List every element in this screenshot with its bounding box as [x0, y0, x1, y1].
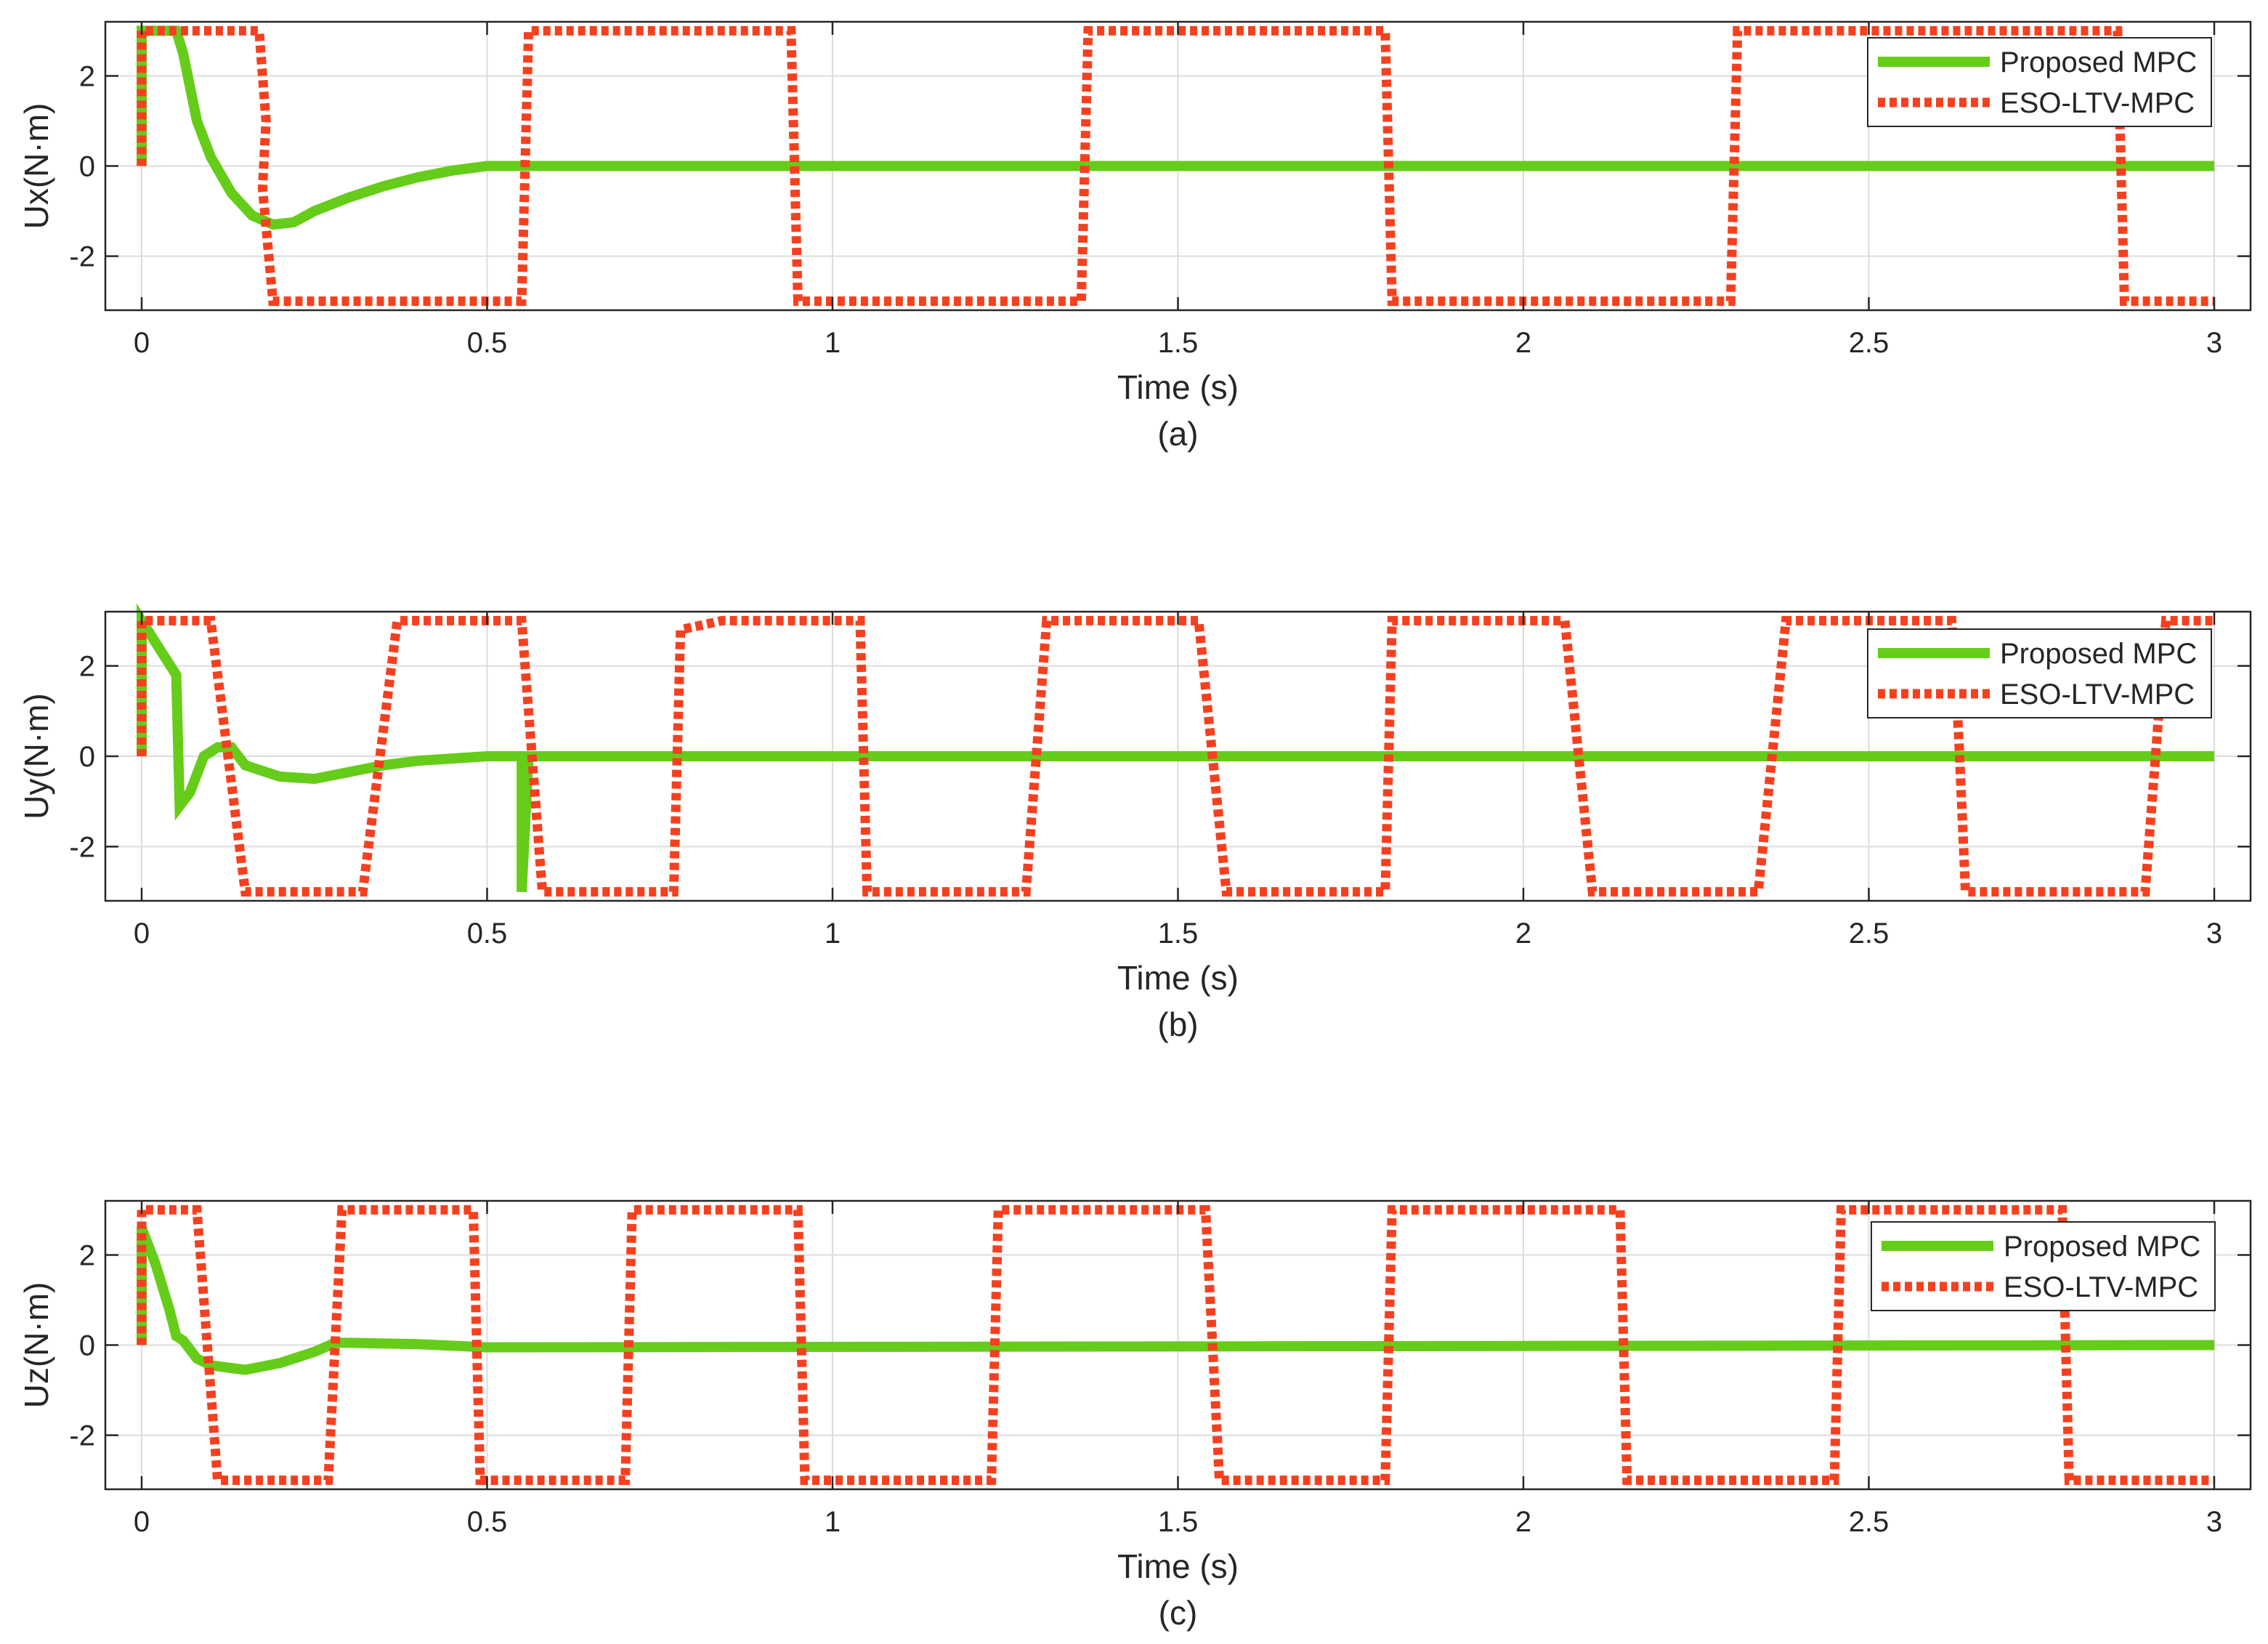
x-tick-label: 1	[825, 918, 841, 949]
series-line-eso-ltv-mpc	[137, 25, 2214, 307]
x-tick-label: 0.5	[467, 327, 508, 359]
y-tick-label: 0	[79, 741, 95, 773]
y-axis-label: Ux(N·m)	[17, 103, 55, 230]
x-tick-label: 2.5	[1849, 327, 1890, 359]
x-tick-label: 2	[1515, 918, 1531, 949]
chart-panel-1: 0 0.5 1 1.5 2 2.5 3 2 0 -2 Time (s) Ux(N·m) (a) Propo…	[17, 20, 2252, 453]
y-axis-label: Uy(N·m)	[17, 693, 55, 819]
chart-panel-3: 0 0.5 1 1.5 2 2.5 3 2 0 -2 Time (s) Uz(N·m) (c) Propo…	[17, 1199, 2252, 1632]
legend-box	[1871, 1221, 2216, 1311]
x-tick-label: 2.5	[1849, 1506, 1890, 1538]
x-tick-label: 0.5	[467, 1506, 508, 1538]
x-tick-label: 1.5	[1158, 918, 1199, 949]
legend-label: ESO-LTV-MPC	[2000, 679, 2195, 710]
legend: Proposed MPC ESO-LTV-MPC	[1871, 1221, 2216, 1311]
series-line-proposed-mpc	[137, 1226, 2215, 1375]
x-tick-label: 2.5	[1849, 918, 1890, 949]
panel-caption: (a)	[1157, 415, 1198, 453]
chart-panel-2: 0 0.5 1 1.5 2 2.5 3 2 0 -2 Time (s) Uy(N·m) (b) Propo…	[17, 603, 2252, 1043]
series-line-proposed-mpc	[137, 25, 2214, 230]
y-tick-label: 2	[79, 651, 95, 683]
x-tick-label: 0	[134, 918, 150, 949]
x-tick-label: 3	[2206, 918, 2222, 949]
legend: Proposed MPC ESO-LTV-MPC	[1867, 628, 2212, 718]
legend: Proposed MPC ESO-LTV-MPC	[1867, 37, 2212, 127]
legend-label: Proposed MPC	[2000, 46, 2197, 78]
y-tick-label: -2	[69, 1420, 95, 1452]
x-tick-label: 1	[825, 1506, 841, 1538]
panel-caption: (c)	[1159, 1594, 1198, 1632]
x-axis-label: Time (s)	[1117, 1547, 1239, 1585]
x-tick-label: 1	[825, 327, 841, 359]
x-tick-label: 0.5	[467, 918, 508, 949]
y-tick-label: -2	[69, 241, 95, 273]
legend-label: ESO-LTV-MPC	[2000, 87, 2195, 119]
series-line-eso-ltv-mpc	[137, 1204, 2214, 1486]
y-tick-label: 0	[79, 1330, 95, 1362]
legend-label: Proposed MPC	[2004, 1231, 2200, 1263]
x-tick-label: 3	[2206, 1506, 2222, 1538]
y-axis-label: Uz(N·m)	[17, 1282, 55, 1409]
panel-caption: (b)	[1157, 1005, 1198, 1043]
x-tick-label: 2	[1515, 327, 1531, 359]
legend-label: Proposed MPC	[2000, 638, 2197, 670]
legend-box	[1867, 628, 2212, 718]
x-axis-label: Time (s)	[1117, 368, 1239, 406]
x-tick-label: 0	[134, 1506, 150, 1538]
legend-box	[1867, 37, 2212, 127]
y-tick-label: 0	[79, 151, 95, 183]
y-tick-label: -2	[69, 831, 95, 863]
x-tick-label: 0	[134, 327, 150, 359]
x-tick-label: 1.5	[1158, 327, 1199, 359]
series-line-proposed-mpc	[137, 603, 2214, 892]
y-tick-label: 2	[79, 60, 95, 92]
y-tick-label: 2	[79, 1239, 95, 1271]
x-axis-label: Time (s)	[1117, 959, 1239, 997]
legend-label: ESO-LTV-MPC	[2004, 1271, 2198, 1303]
x-tick-label: 1.5	[1158, 1506, 1199, 1538]
x-tick-label: 3	[2206, 327, 2222, 359]
x-tick-label: 2	[1515, 1506, 1531, 1538]
